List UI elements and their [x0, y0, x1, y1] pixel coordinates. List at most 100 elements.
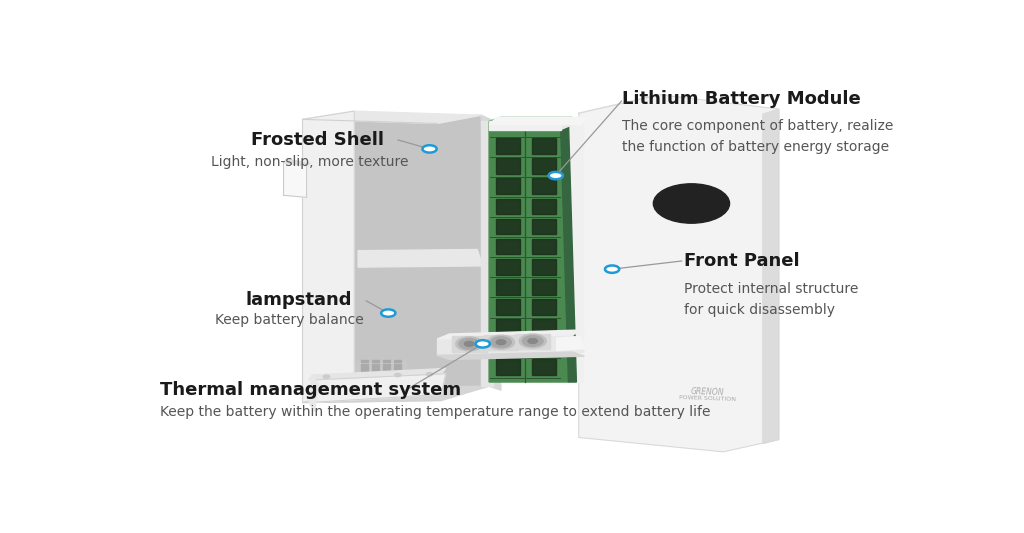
Polygon shape: [489, 117, 572, 122]
Bar: [360, 364, 368, 366]
Text: GRENON: GRENON: [690, 387, 724, 398]
Polygon shape: [481, 122, 494, 386]
Circle shape: [487, 335, 514, 349]
Circle shape: [490, 337, 511, 348]
Bar: [383, 367, 390, 369]
Circle shape: [528, 338, 538, 343]
Bar: [497, 299, 520, 314]
Bar: [394, 380, 401, 382]
Bar: [394, 370, 401, 372]
Polygon shape: [354, 115, 489, 388]
Polygon shape: [309, 375, 318, 411]
Circle shape: [426, 373, 433, 376]
Bar: [497, 340, 520, 355]
Polygon shape: [284, 163, 306, 197]
Bar: [383, 380, 390, 382]
Text: Protect internal structure
for quick disassembly: Protect internal structure for quick dis…: [684, 282, 858, 317]
Circle shape: [423, 145, 436, 152]
Bar: [394, 367, 401, 369]
Bar: [497, 179, 520, 194]
Bar: [383, 364, 390, 366]
Bar: [372, 367, 379, 369]
Polygon shape: [481, 115, 501, 390]
Polygon shape: [437, 335, 585, 356]
Text: lampstand: lampstand: [246, 291, 352, 309]
Bar: [360, 367, 368, 369]
Circle shape: [459, 338, 479, 349]
Circle shape: [456, 337, 482, 351]
Bar: [531, 219, 556, 235]
Bar: [372, 370, 379, 372]
Polygon shape: [303, 111, 481, 124]
Polygon shape: [309, 374, 445, 402]
Bar: [394, 360, 401, 362]
Polygon shape: [489, 122, 568, 382]
Bar: [531, 299, 556, 314]
Circle shape: [324, 375, 330, 378]
Bar: [497, 279, 520, 295]
Bar: [372, 364, 379, 366]
Bar: [531, 279, 556, 295]
Circle shape: [653, 184, 729, 223]
Polygon shape: [437, 352, 585, 359]
Polygon shape: [568, 120, 583, 382]
Bar: [531, 319, 556, 335]
Circle shape: [549, 172, 563, 179]
Bar: [372, 360, 379, 362]
Circle shape: [497, 340, 506, 345]
Text: Lithium Battery Module: Lithium Battery Module: [622, 90, 860, 108]
Bar: [531, 239, 556, 254]
Polygon shape: [560, 122, 577, 382]
Circle shape: [519, 334, 546, 348]
Circle shape: [394, 374, 401, 377]
Bar: [531, 138, 556, 154]
Bar: [497, 219, 520, 235]
Polygon shape: [303, 386, 489, 402]
Bar: [360, 360, 368, 362]
Polygon shape: [579, 95, 778, 452]
Text: Front Panel: Front Panel: [684, 252, 799, 270]
Bar: [372, 374, 379, 375]
Bar: [531, 340, 556, 355]
Text: The core component of battery, realize
the function of battery energy storage: The core component of battery, realize t…: [622, 119, 893, 154]
Polygon shape: [489, 125, 572, 130]
Bar: [497, 239, 520, 254]
Circle shape: [381, 309, 395, 317]
Circle shape: [605, 265, 620, 273]
Bar: [497, 158, 520, 174]
Bar: [383, 370, 390, 372]
Polygon shape: [557, 336, 585, 350]
Bar: [383, 374, 390, 375]
Text: Thermal management system: Thermal management system: [160, 381, 461, 399]
Polygon shape: [437, 330, 585, 339]
Bar: [394, 374, 401, 375]
Text: POWER SOLUTION: POWER SOLUTION: [679, 395, 736, 402]
Polygon shape: [579, 95, 659, 113]
Polygon shape: [489, 122, 560, 130]
Polygon shape: [355, 360, 410, 385]
Text: Light, non-slip, more texture: Light, non-slip, more texture: [211, 155, 409, 169]
Bar: [394, 377, 401, 379]
Bar: [497, 259, 520, 274]
Bar: [531, 259, 556, 274]
Bar: [360, 374, 368, 375]
Bar: [497, 138, 520, 154]
Polygon shape: [284, 159, 310, 166]
Polygon shape: [358, 249, 482, 267]
Bar: [360, 370, 368, 372]
Bar: [531, 199, 556, 214]
Polygon shape: [309, 368, 445, 380]
Bar: [394, 364, 401, 366]
Bar: [497, 199, 520, 214]
Text: Frosted Shell: Frosted Shell: [251, 131, 384, 149]
Circle shape: [465, 342, 474, 346]
Bar: [360, 380, 368, 382]
Bar: [515, 334, 550, 349]
Bar: [383, 377, 390, 379]
Circle shape: [522, 336, 543, 346]
Bar: [531, 158, 556, 174]
Polygon shape: [303, 111, 354, 402]
Text: Keep the battery within the operating temperature range to extend battery life: Keep the battery within the operating te…: [160, 405, 711, 418]
Circle shape: [475, 340, 489, 348]
Bar: [531, 359, 556, 375]
